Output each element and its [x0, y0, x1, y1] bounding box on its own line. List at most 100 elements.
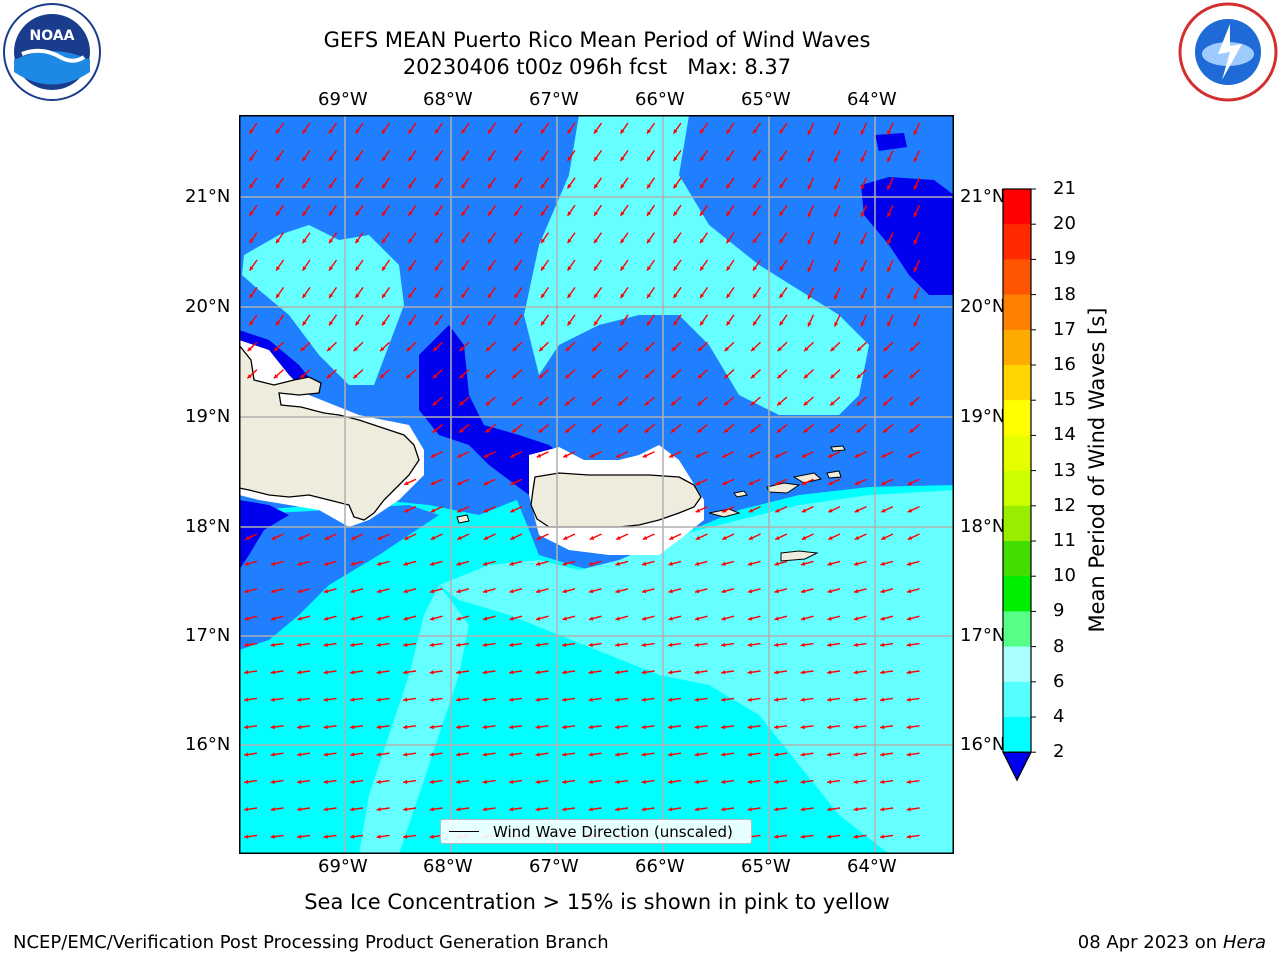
wind-wave-arrow-head — [429, 589, 435, 594]
wind-wave-arrow-head — [620, 266, 625, 271]
wind-wave-arrow-head — [647, 183, 652, 189]
wind-wave-arrow-head — [641, 589, 647, 594]
wind-wave-arrow-head — [774, 752, 779, 757]
wind-wave-arrow-head — [456, 589, 461, 594]
wind-wave-arrow-head — [775, 453, 780, 458]
wind-wave-arrow-head — [379, 374, 385, 379]
wind-wave-arrow-head — [594, 238, 599, 244]
wind-wave-arrow-head — [376, 697, 381, 702]
wind-wave-arrow-head — [382, 293, 387, 299]
wind-wave-arrow-head — [562, 616, 567, 621]
wind-wave-arrow-head — [860, 130, 865, 135]
wind-wave-arrow-head — [323, 752, 328, 757]
wind-wave-arrow-head — [616, 453, 621, 458]
field-region-blue-north — [239, 115, 954, 570]
field-region-lightcyan-west — [242, 225, 404, 385]
wind-wave-arrow-head — [563, 453, 568, 458]
wind-wave-arrow-head — [779, 293, 784, 299]
wind-wave-arrow-head — [297, 807, 302, 812]
wind-wave-arrow-head — [620, 238, 625, 244]
wind-wave-arrow-head — [694, 752, 699, 757]
wind-wave-arrow-head — [615, 589, 620, 594]
wind-wave-arrow-head — [668, 561, 673, 566]
wind-wave-arrow-head — [270, 834, 275, 839]
wind-wave-arrow-head — [881, 508, 886, 513]
colorbar-segment — [1003, 189, 1031, 225]
wind-wave-arrow-head — [244, 589, 249, 594]
wind-wave-arrow-head — [377, 535, 383, 540]
wind-wave-arrow-head — [536, 535, 542, 540]
wind-wave-arrow-head — [724, 401, 729, 406]
wind-wave-arrow-head — [297, 724, 302, 730]
wind-wave-arrow-head — [488, 156, 493, 162]
wind-wave-arrow-head — [456, 616, 461, 621]
wind-wave-arrow-head — [461, 183, 466, 189]
wind-wave-arrow-head — [535, 724, 540, 730]
wind-wave-arrow-head — [801, 453, 807, 458]
wind-wave-arrow-head — [673, 211, 678, 216]
wind-wave-arrow-head — [827, 807, 832, 812]
lat-label-left-17n: 17°N — [185, 625, 231, 646]
wind-wave-arrow-head — [429, 561, 435, 566]
wind-wave-arrow-head — [435, 238, 440, 244]
wind-wave-arrow-head — [747, 779, 752, 784]
wind-wave-arrow-head — [753, 156, 758, 162]
colorbar-tick-label: 19 — [1053, 248, 1076, 270]
wind-wave-arrow-head — [854, 481, 860, 485]
wind-wave-arrow-head — [297, 779, 302, 784]
colorbar-tick-label: 21 — [1053, 178, 1076, 199]
wind-wave-arrow-head — [913, 185, 918, 190]
wind-wave-arrow-head — [488, 238, 493, 244]
land-virgin-islands-3 — [792, 472, 823, 484]
map-panel — [239, 115, 954, 854]
wind-wave-arrow-head — [567, 183, 572, 189]
wind-wave-arrow-head — [457, 453, 462, 458]
wind-wave-arrow-head — [270, 670, 275, 675]
wind-wave-arrow-head — [801, 535, 807, 540]
wind-wave-arrow-head — [327, 346, 332, 352]
lon-label-top-69w: 69°W — [318, 89, 368, 110]
wind-wave-arrow-head — [828, 453, 833, 458]
wind-wave-arrow-head — [694, 616, 700, 621]
wind-wave-arrow-head — [620, 183, 625, 189]
colorbar-segment — [1003, 365, 1031, 401]
land-virgin-islands-1 — [733, 490, 748, 498]
wind-wave-arrow-head — [853, 670, 858, 675]
wind-wave-arrow-head — [641, 616, 647, 621]
wind-wave-arrow-head — [270, 752, 275, 757]
wind-wave-arrow-head — [435, 183, 440, 189]
wind-wave-arrow-head — [800, 589, 806, 594]
wind-wave-arrow-head — [350, 807, 355, 812]
wind-wave-arrow-head — [800, 752, 805, 757]
wind-wave-arrow-head — [800, 779, 805, 784]
wind-wave-arrow-head — [435, 266, 440, 271]
wind-wave-arrow-head — [907, 535, 913, 540]
wind-wave-arrow-head — [647, 320, 652, 326]
wind-wave-arrow-head — [853, 724, 858, 730]
wind-wave-arrow-head — [485, 428, 490, 433]
footer-date: 08 Apr 2023 on — [1077, 932, 1223, 953]
wind-wave-arrow-head — [620, 156, 625, 162]
wind-wave-arrow-head — [588, 589, 594, 594]
wind-wave-arrow-head — [647, 238, 652, 244]
wind-wave-arrow-head — [244, 670, 249, 675]
wind-wave-arrow-head — [456, 752, 461, 757]
wind-wave-arrow-head — [779, 211, 784, 216]
wind-wave-arrow-head — [323, 670, 328, 675]
wind-wave-arrow-head — [350, 724, 355, 730]
wind-wave-arrow-head — [753, 293, 758, 299]
wind-wave-arrow-head — [880, 724, 885, 730]
wind-wave-arrow-head — [457, 481, 462, 485]
wind-wave-arrow-head — [777, 374, 782, 379]
wind-wave-arrow-head — [541, 293, 546, 299]
wind-wave-arrow-head — [834, 130, 839, 135]
wind-wave-arrow-head — [535, 616, 541, 621]
wind-wave-arrow-head — [244, 752, 249, 757]
wind-wave-arrow-head — [324, 535, 330, 540]
chart-title-line2: 20230406 t00z 096h fcst Max: 8.37 — [402, 55, 792, 79]
wind-wave-arrow-head — [830, 401, 835, 406]
wind-wave-arrow-head — [567, 129, 572, 134]
wind-wave-arrow-head — [297, 589, 302, 594]
wind-wave-arrow-head — [249, 183, 254, 189]
wind-wave-arrow-head — [830, 346, 835, 352]
